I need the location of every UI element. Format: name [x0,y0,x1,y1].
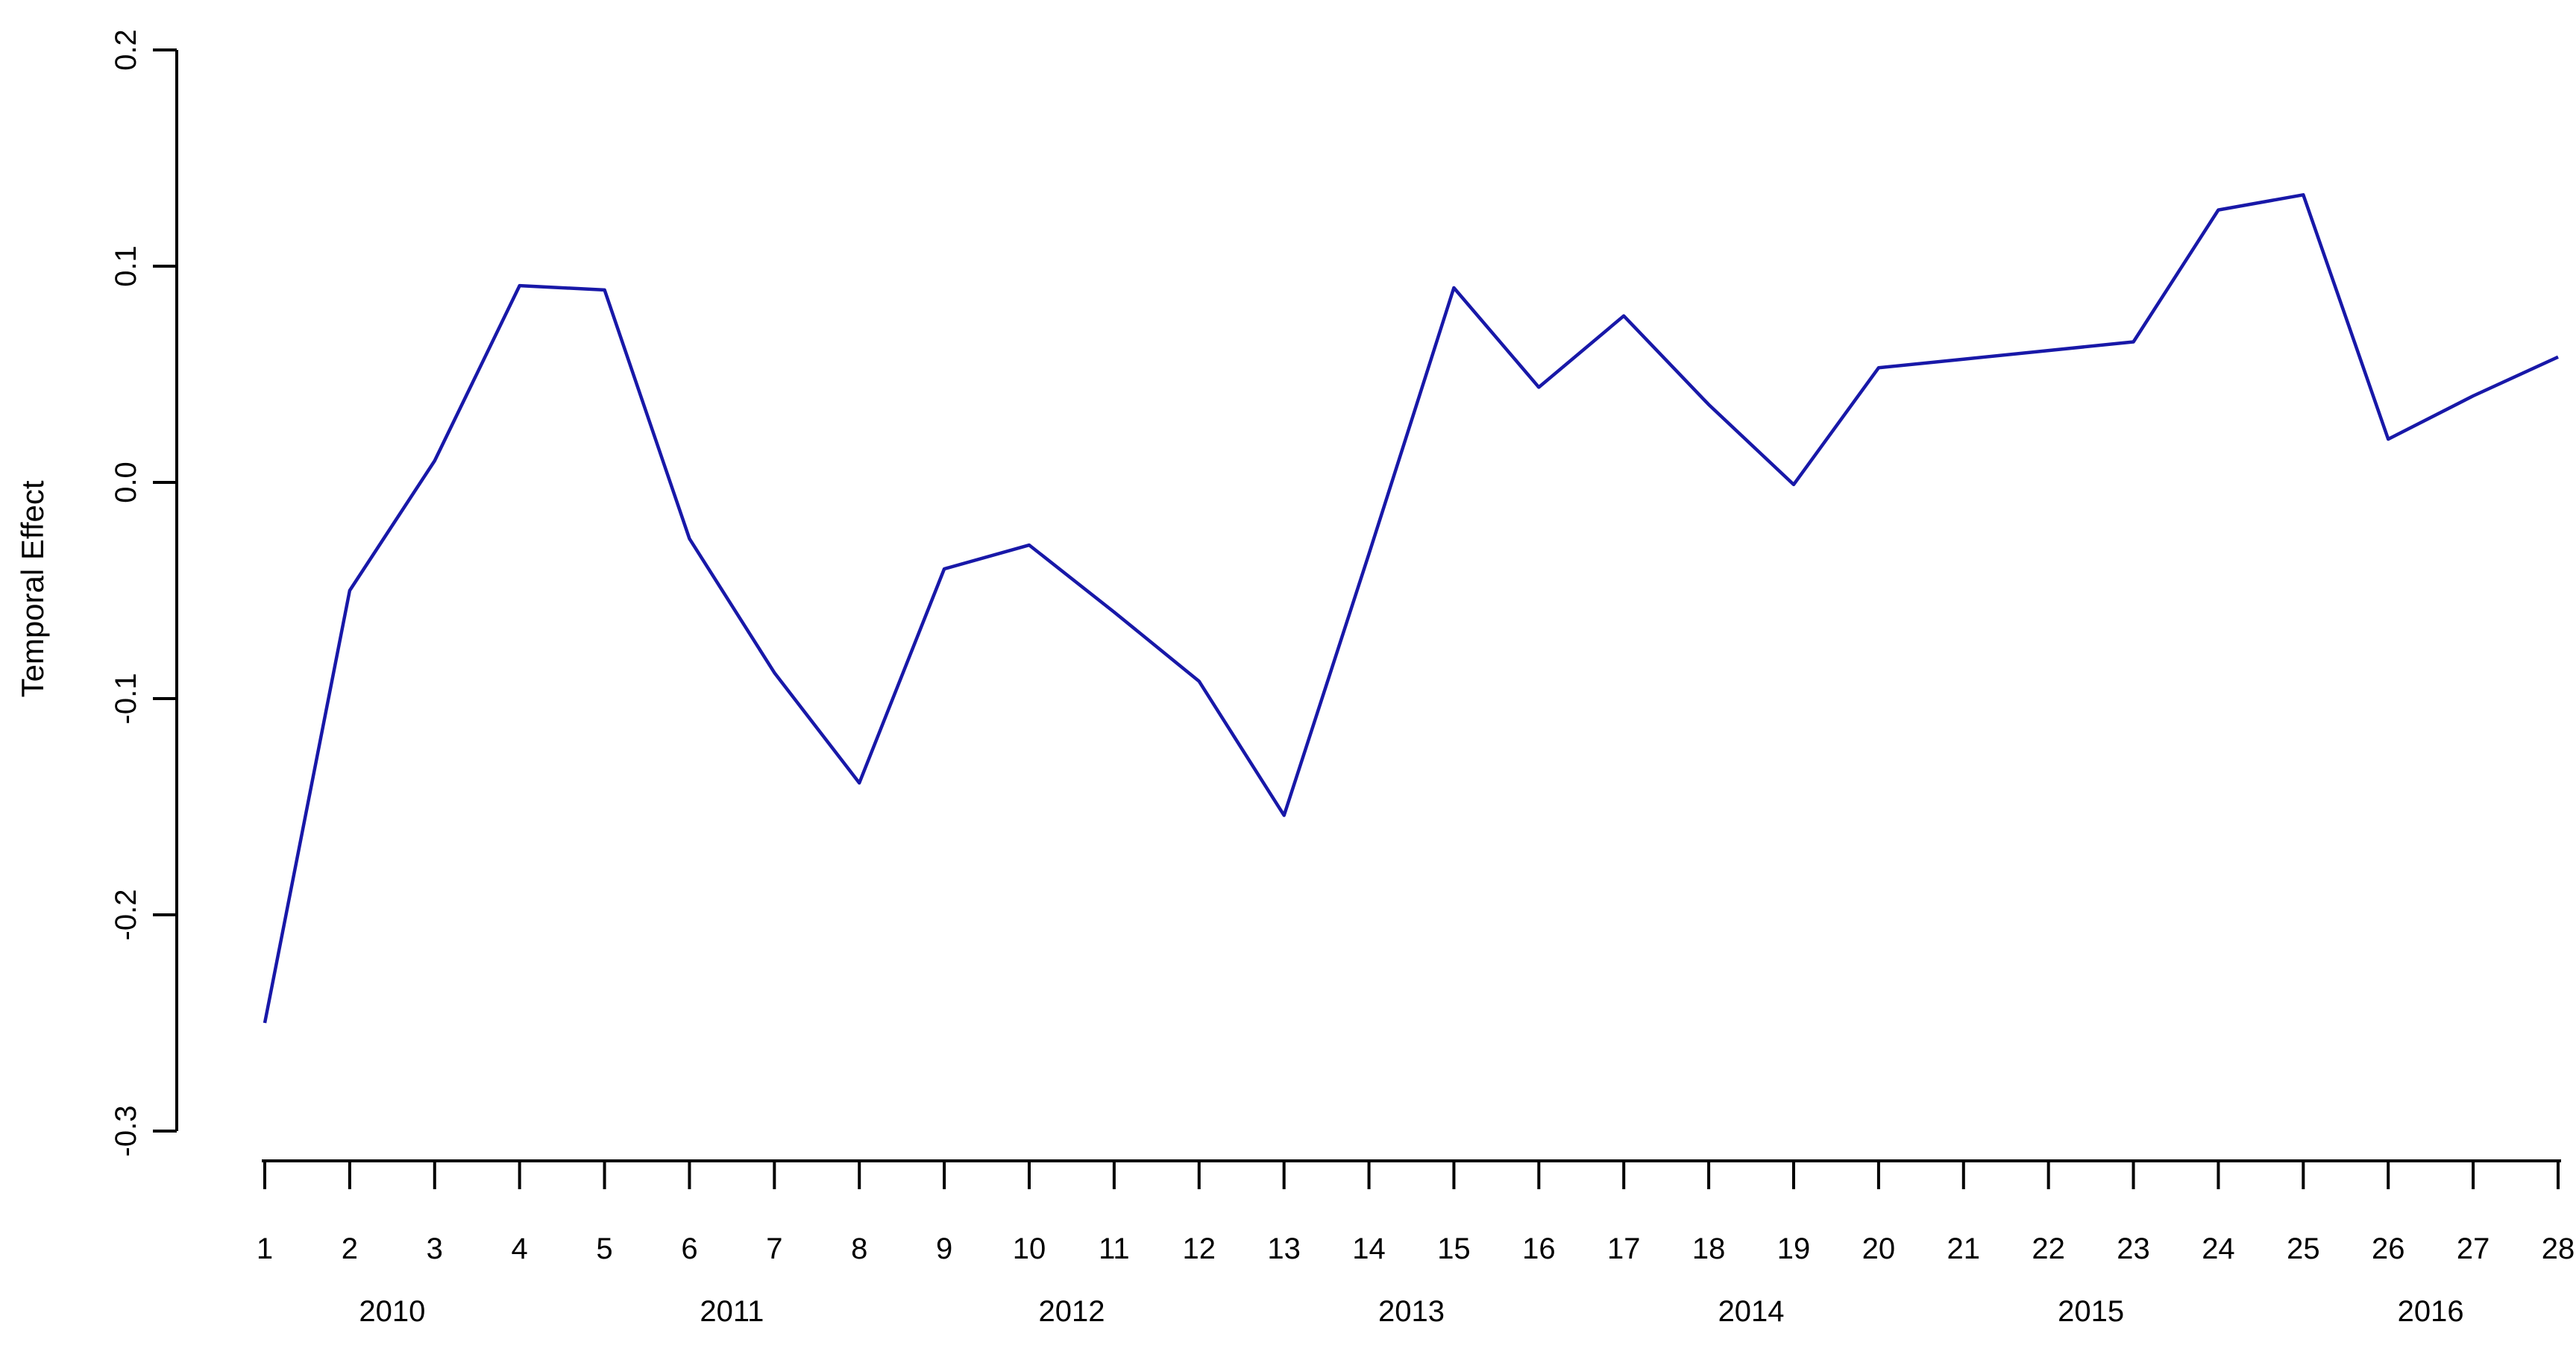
x-tick-label: 20 [1862,1232,1896,1265]
x-tick-label: 4 [512,1232,528,1265]
y-tick-label: -0.3 [110,1106,142,1157]
y-axis-title: Temporal Effect [15,480,50,697]
x-tick-label: 10 [1013,1232,1046,1265]
temporal-effect-line [263,193,2559,1024]
x-ticks: 1 2 3 4 5 6 7 8 9 10 11 12 13 14 15 16 17 18 19 20 21 22 23 24 2… [257,1161,2575,1265]
y-ticks: 0.2 0.1 0.0 -0.1 -0.2 -0.3 [110,29,177,1156]
y-tick-label: 0.2 [110,29,142,71]
x-tick-label: 15 [1437,1232,1471,1265]
y-tick-label: -0.1 [110,673,142,725]
x-tick-label: 2 [342,1232,358,1265]
x-tick-label: 1 [257,1232,273,1265]
y-tick-label: -0.2 [110,889,142,941]
x-tick-label: 24 [2202,1232,2235,1265]
x-tick-label: 3 [427,1232,443,1265]
x-tick-label: 11 [1099,1232,1130,1265]
x-tick-label: 21 [1947,1232,1981,1265]
x-year-label: 2015 [2058,1295,2124,1328]
x-tick-label: 18 [1692,1232,1726,1265]
x-tick-label: 5 [596,1232,612,1265]
x-year-label: 2012 [1038,1295,1105,1328]
x-tick-label: 16 [1522,1232,1556,1265]
x-tick-label: 17 [1607,1232,1641,1265]
x-tick-label: 14 [1352,1232,1386,1265]
x-tick-label: 25 [2287,1232,2320,1265]
x-tick-label: 27 [2457,1232,2490,1265]
x-tick-label: 8 [851,1232,867,1265]
x-tick-label: 28 [2542,1232,2575,1265]
x-year-label: 2014 [1718,1295,1785,1328]
x-tick-label: 22 [2032,1232,2065,1265]
y-tick-label: 0.1 [110,245,142,287]
x-year-label: 2016 [2398,1295,2464,1328]
x-tick-label: 19 [1777,1232,1811,1265]
x-year-label: 2010 [359,1295,425,1328]
x-tick-label: 23 [2117,1232,2150,1265]
x-tick-label: 6 [681,1232,697,1265]
x-year-label: 2013 [1378,1295,1445,1328]
y-axis: 0.2 0.1 0.0 -0.1 -0.2 -0.3 [110,29,178,1156]
x-year-labels: 2010 2011 2012 2013 2014 2015 2016 [359,1295,2463,1328]
x-tick-label: 9 [936,1232,952,1265]
x-tick-label: 13 [1267,1232,1301,1265]
x-tick-label: 7 [766,1232,782,1265]
x-year-label: 2011 [700,1295,764,1328]
x-axis: 1 2 3 4 5 6 7 8 9 10 11 12 13 14 15 16 17 18 19 20 21 22 23 24 2… [257,1159,2575,1328]
x-tick-label: 26 [2372,1232,2405,1265]
y-tick-label: 0.0 [110,462,142,503]
x-tick-label: 12 [1183,1232,1216,1265]
